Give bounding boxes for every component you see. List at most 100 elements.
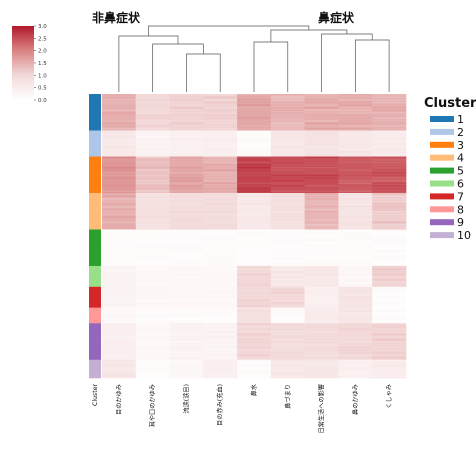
heatmap-cell-c9-5 (237, 323, 272, 361)
column-label-1: 目のかゆみ (116, 384, 123, 415)
heatmap-cell-c1-2 (135, 94, 170, 131)
legend-label-2: 2 (457, 126, 464, 139)
legend-label-1: 1 (457, 113, 464, 126)
column-label-7: 日常生活への影響 (318, 384, 326, 434)
heatmap-cell-c4-2 (135, 193, 170, 230)
heatmap-cell-c10-9 (372, 359, 407, 379)
annotation-label: Cluster (92, 384, 99, 406)
heatmap-cell-c2-7 (304, 130, 339, 157)
heatmap-cell-c10-2 (135, 359, 170, 379)
column-label-8: 鼻のかゆみ (351, 384, 359, 415)
cluster-annotation-1 (89, 94, 101, 131)
legend-swatch-10 (430, 232, 454, 239)
heatmap-cell-c1-3 (169, 94, 204, 131)
heatmap-cell-c7-9 (372, 286, 407, 308)
legend-swatch-5 (430, 167, 454, 174)
legend-swatch-4 (430, 154, 454, 161)
dendro-link-right (270, 29, 348, 42)
heatmap-cell-c7-4 (203, 286, 238, 308)
heatmap-cell-c6-9 (372, 265, 407, 288)
heatmap-cell-c1-9 (372, 94, 407, 131)
heatmap-cell-c2-8 (338, 130, 373, 157)
heatmap-cell-c4-5 (237, 193, 272, 230)
heatmap-cell-c3-5 (237, 156, 272, 194)
legend-label-8: 8 (457, 203, 464, 216)
colorbar: 0.0 0.5 1.0 1.5 2.0 2.5 3.0 (12, 24, 47, 104)
heatmap-cell-c1-4 (203, 94, 238, 131)
heatmap-cell-c1-7 (304, 94, 339, 131)
heatmap-cell-c1-5 (237, 94, 272, 131)
heatmap-cell-c9-4 (203, 323, 238, 361)
heatmap-cell-c7-3 (169, 286, 204, 308)
heatmap-cell-c9-2 (135, 323, 170, 361)
dendro-link-7-8 (354, 39, 390, 92)
column-label-9: くしゃみ (386, 384, 393, 409)
cluster-annotation-7 (89, 286, 101, 308)
heatmap-cell-c10-5 (237, 359, 272, 379)
heatmap-cell-c9-8 (338, 323, 373, 361)
legend-label-3: 3 (457, 139, 464, 152)
heatmap-cell-c8-3 (169, 307, 204, 324)
heatmap-cell-c4-1 (102, 193, 137, 230)
heatmap-cell-c2-1 (102, 130, 137, 157)
column-label-5: 鼻水 (250, 383, 258, 396)
heatmap-cell-c5-5 (237, 229, 272, 267)
heatmap-cell-c5-7 (304, 229, 339, 267)
heatmap-cell-c6-8 (338, 265, 373, 288)
heatmap-cell-c2-4 (203, 130, 238, 157)
column-label-4: 目の赤み(充血) (216, 384, 224, 426)
heatmap-cell-c6-6 (270, 265, 305, 288)
cluster-annotation-8 (89, 307, 101, 324)
heatmap-cell-c4-8 (338, 193, 373, 230)
heatmap-cell-c6-3 (169, 265, 204, 288)
heatmap-cell-c3-9 (372, 156, 407, 194)
legend-label-7: 7 (457, 190, 464, 203)
heatmap-cells (102, 94, 407, 379)
dendro-link-4-5 (253, 41, 289, 92)
legend-label-4: 4 (457, 152, 464, 165)
legend-swatch-9 (430, 219, 454, 226)
heatmap-cell-c10-1 (102, 359, 137, 379)
legend-label-6: 6 (457, 178, 464, 191)
colorbar-tick-label-4: 2.0 (38, 49, 47, 55)
column-label-3: 流涙(涙目) (182, 384, 190, 414)
cluster-annotation-4 (89, 193, 101, 230)
heatmap-cell-c3-4 (203, 156, 238, 194)
heatmap-cell-c6-4 (203, 265, 238, 288)
legend-label-9: 9 (457, 216, 464, 229)
cluster-annotation-10 (89, 359, 101, 379)
heatmap-cell-c7-2 (135, 286, 170, 308)
column-dendrogram (118, 25, 390, 92)
heatmap-cell-c3-8 (338, 156, 373, 194)
heatmap-cell-c5-4 (203, 229, 238, 267)
heatmap-cell-c8-2 (135, 307, 170, 324)
dendro-link-2-3 (186, 53, 221, 92)
heatmap-cell-c7-8 (338, 286, 373, 308)
heatmap-cell-c5-2 (135, 229, 170, 267)
legend-swatch-8 (430, 206, 454, 213)
heatmap-cell-c5-6 (270, 229, 305, 267)
group-title-non-nasal: 非鼻症状 (92, 10, 141, 25)
dendro-link-root (148, 25, 310, 36)
colorbar-tick-label-1: 0.5 (38, 86, 47, 92)
legend-swatch-3 (430, 141, 454, 148)
colorbar-gradient (12, 26, 34, 100)
heatmap-cell-c7-1 (102, 286, 137, 308)
cluster-annotation-5 (89, 229, 101, 267)
heatmap-cell-c2-5 (237, 130, 272, 157)
heatmap-cell-c8-8 (338, 307, 373, 324)
colorbar-tick-label-3: 1.5 (38, 61, 47, 67)
legend-swatch-7 (430, 193, 454, 200)
heatmap-cell-c9-7 (304, 323, 339, 361)
heatmap-cell-c9-6 (270, 323, 305, 361)
colorbar-tick-label-2: 1.0 (38, 73, 47, 79)
colorbar-tick-label-5: 2.5 (38, 36, 47, 42)
dendro-link-6-78 (321, 33, 373, 92)
column-label-2: 耳や口のかゆみ (149, 384, 157, 427)
column-label-6: 鼻づまり (284, 384, 292, 409)
heatmap-cell-c3-7 (304, 156, 339, 194)
heatmap-cell-c4-7 (304, 193, 339, 230)
heatmap-cell-c4-4 (203, 193, 238, 230)
